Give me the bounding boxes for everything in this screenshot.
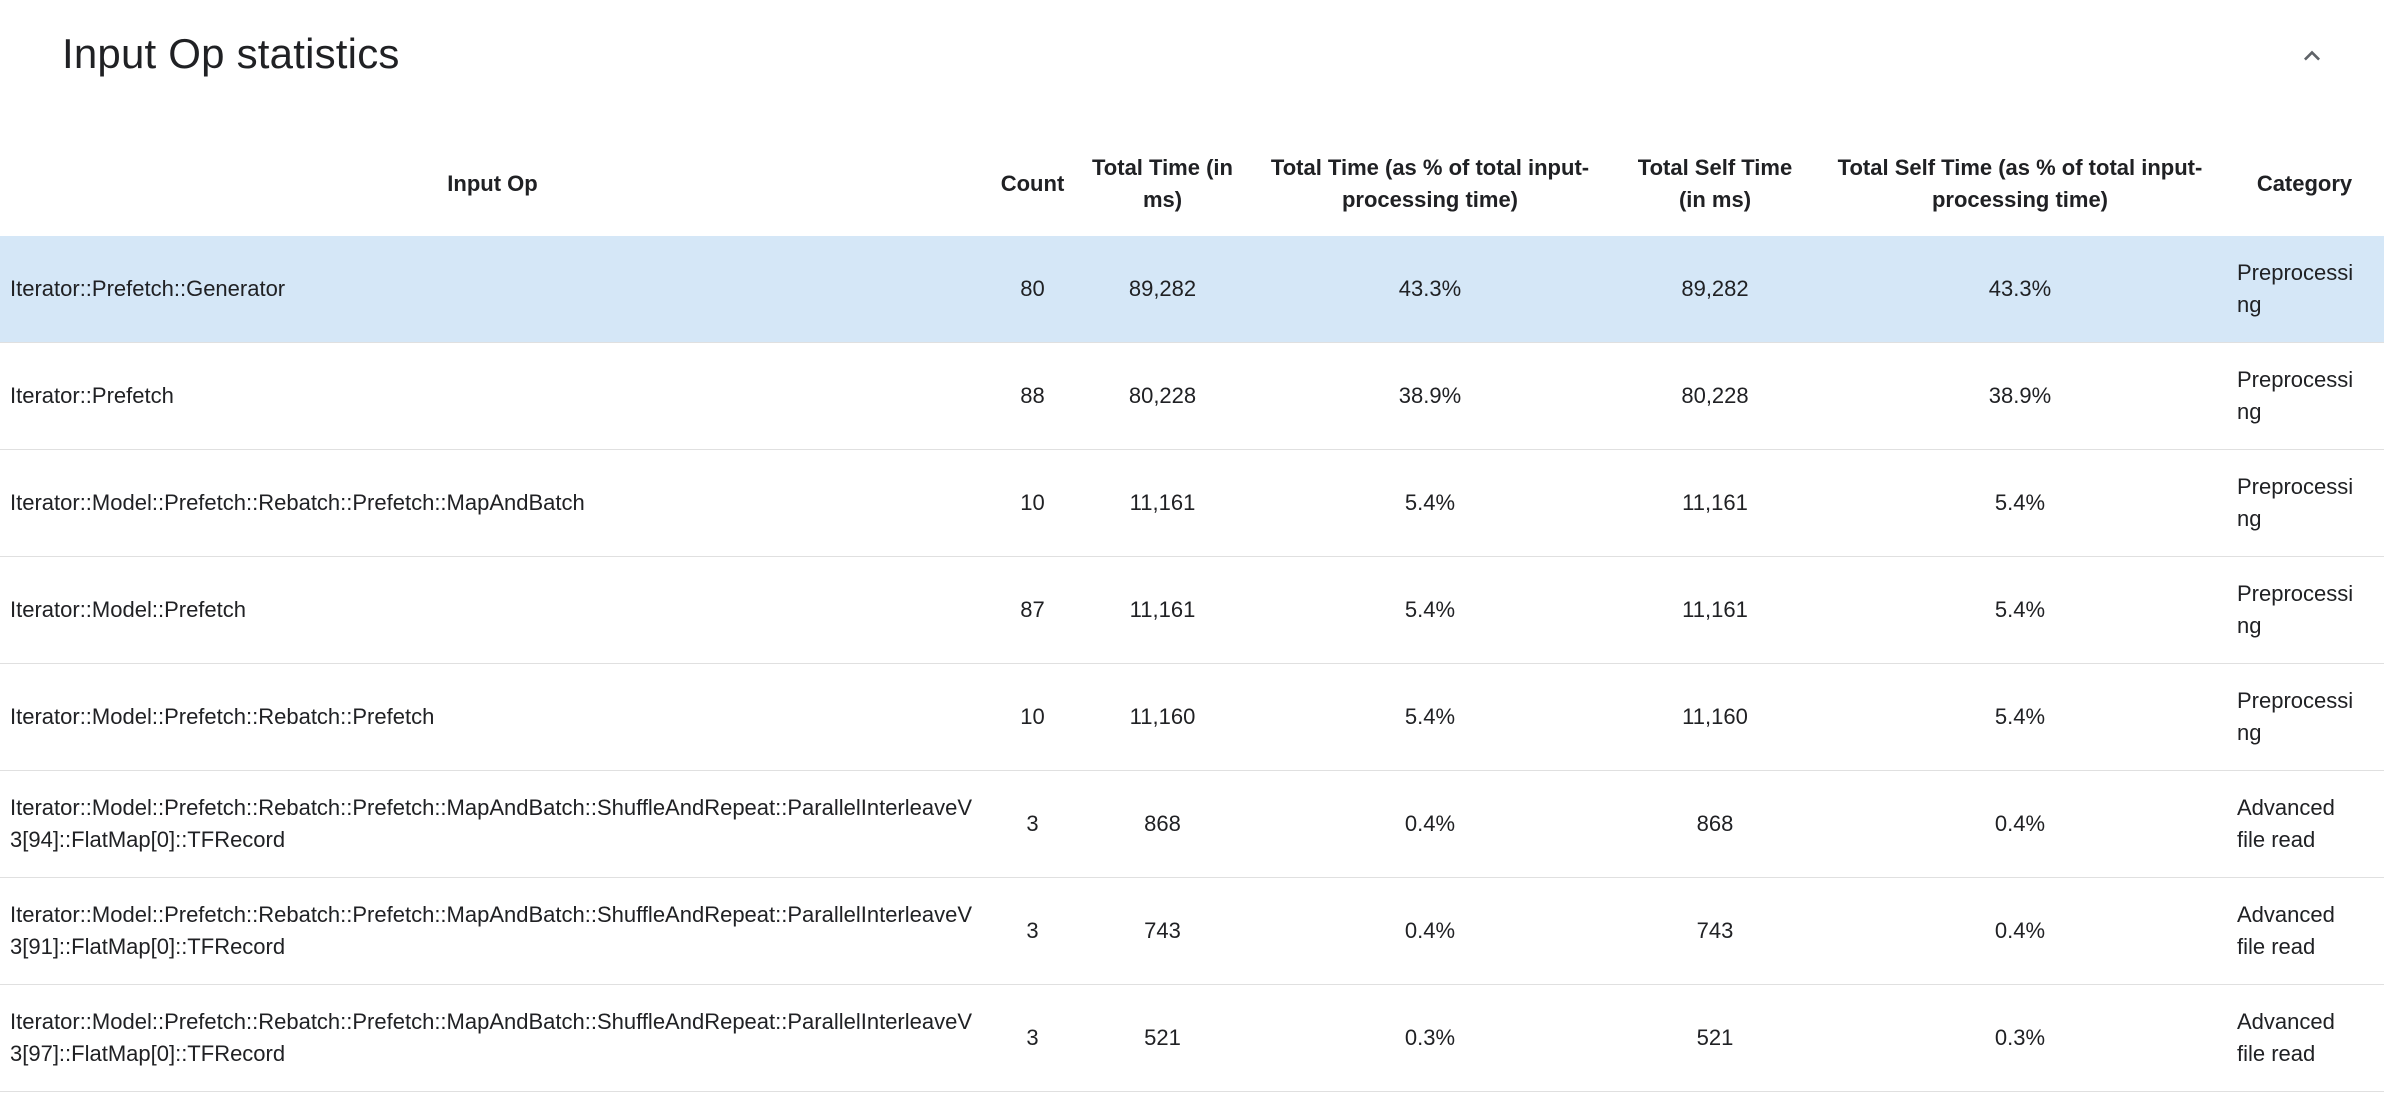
chevron-up-icon bbox=[2296, 40, 2328, 72]
cell-total-self-time: 11,161 bbox=[1682, 597, 1748, 622]
cell-input-op: Iterator::Model::Prefetch::Rebatch::Pref… bbox=[10, 902, 973, 959]
column-header[interactable]: Total Self Time (in ms) bbox=[1637, 155, 1793, 212]
cell-category: Advanced file read bbox=[2237, 902, 2335, 959]
cell-total-self-time-pct: 5.4% bbox=[1994, 490, 2046, 515]
cell-count: 10 bbox=[1020, 704, 1045, 729]
cell-total-time: 868 bbox=[1144, 811, 1181, 836]
cell-count: 88 bbox=[1020, 383, 1045, 408]
cell-total-self-time-pct: 38.9% bbox=[1988, 383, 2052, 408]
table-header-row: Input Op Count Total Time (in ms) Total Tim… bbox=[0, 132, 2384, 236]
cell-total-self-time-pct: 0.4% bbox=[1994, 811, 2046, 836]
cell-total-time-pct: 38.9% bbox=[1398, 383, 1462, 408]
cell-total-time-pct: 5.4% bbox=[1404, 704, 1456, 729]
cell-input-op: Iterator::Model::Prefetch bbox=[10, 597, 246, 622]
cell-total-time: 89,282 bbox=[1128, 276, 1197, 301]
cell-total-time-pct: 5.4% bbox=[1404, 490, 1456, 515]
cell-category: Preprocessing bbox=[2237, 581, 2354, 638]
cell-category: Preprocessing bbox=[2237, 688, 2354, 745]
cell-category: Preprocessing bbox=[2237, 367, 2354, 424]
cell-total-self-time: 868 bbox=[1696, 811, 1734, 836]
table-row[interactable]: Iterator::Prefetch 88 80,228 38.9% 80,22… bbox=[0, 342, 2384, 450]
cell-total-time: 521 bbox=[1144, 1025, 1181, 1050]
cell-total-self-time: 11,161 bbox=[1682, 490, 1748, 515]
input-op-statistics-table: Input Op Count Total Time (in ms) Total Tim… bbox=[0, 132, 2384, 1092]
cell-total-time-pct: 0.4% bbox=[1404, 811, 1456, 836]
column-header[interactable]: Input Op bbox=[447, 171, 538, 196]
collapse-section-button[interactable] bbox=[2290, 34, 2334, 78]
column-header[interactable]: Count bbox=[1000, 171, 1065, 196]
table-row[interactable]: Iterator::Model::Prefetch::Rebatch::Pref… bbox=[0, 770, 2384, 878]
cell-category: Advanced file read bbox=[2237, 795, 2335, 852]
cell-total-self-time: 743 bbox=[1696, 918, 1734, 943]
cell-total-self-time: 521 bbox=[1696, 1025, 1734, 1050]
cell-total-self-time-pct: 0.4% bbox=[1994, 918, 2046, 943]
cell-category: Preprocessing bbox=[2237, 474, 2354, 531]
table-header: Input Op Count Total Time (in ms) Total Tim… bbox=[0, 132, 2384, 236]
cell-count: 10 bbox=[1020, 490, 1045, 515]
cell-total-time-pct: 5.4% bbox=[1404, 597, 1456, 622]
cell-input-op: Iterator::Model::Prefetch::Rebatch::Pref… bbox=[10, 490, 585, 515]
cell-total-time-pct: 0.4% bbox=[1404, 918, 1456, 943]
table-body: Iterator::Prefetch::Generator 80 89,282 … bbox=[0, 236, 2384, 1092]
panel-header: Input Op statistics bbox=[0, 0, 2384, 132]
cell-count: 3 bbox=[1026, 1025, 1039, 1050]
cell-total-time: 11,160 bbox=[1129, 704, 1196, 729]
table-row[interactable]: Iterator::Model::Prefetch::Rebatch::Pref… bbox=[0, 877, 2384, 985]
cell-total-time-pct: 0.3% bbox=[1404, 1025, 1456, 1050]
cell-total-self-time-pct: 0.3% bbox=[1994, 1025, 2046, 1050]
cell-category: Preprocessing bbox=[2237, 260, 2354, 317]
cell-total-time-pct: 43.3% bbox=[1398, 276, 1462, 301]
cell-input-op: Iterator::Prefetch::Generator bbox=[10, 276, 286, 301]
cell-input-op: Iterator::Model::Prefetch::Rebatch::Pref… bbox=[10, 704, 435, 729]
cell-category: Advanced file read bbox=[2237, 1009, 2335, 1066]
table-row[interactable]: Iterator::Prefetch::Generator 80 89,282 … bbox=[0, 236, 2384, 343]
table-row[interactable]: Iterator::Model::Prefetch::Rebatch::Pref… bbox=[0, 663, 2384, 771]
cell-total-time: 80,228 bbox=[1128, 383, 1197, 408]
cell-total-time: 11,161 bbox=[1129, 490, 1196, 515]
cell-total-time: 743 bbox=[1144, 918, 1181, 943]
cell-total-self-time-pct: 5.4% bbox=[1994, 597, 2046, 622]
cell-input-op: Iterator::Model::Prefetch::Rebatch::Pref… bbox=[10, 795, 973, 852]
cell-total-self-time-pct: 43.3% bbox=[1988, 276, 2052, 301]
cell-count: 80 bbox=[1020, 276, 1045, 301]
table-row[interactable]: Iterator::Model::Prefetch 87 11,161 5.4%… bbox=[0, 556, 2384, 664]
cell-total-self-time-pct: 5.4% bbox=[1994, 704, 2046, 729]
cell-count: 3 bbox=[1026, 918, 1039, 943]
cell-count: 87 bbox=[1020, 597, 1045, 622]
cell-total-self-time: 11,160 bbox=[1682, 704, 1748, 729]
cell-total-self-time: 89,282 bbox=[1681, 276, 1749, 301]
column-header[interactable]: Total Time (in ms) bbox=[1092, 155, 1233, 212]
column-header[interactable]: Category bbox=[2256, 171, 2353, 196]
table-row[interactable]: Iterator::Model::Prefetch::Rebatch::Pref… bbox=[0, 449, 2384, 557]
cell-input-op: Iterator::Prefetch bbox=[10, 383, 174, 408]
cell-count: 3 bbox=[1026, 811, 1039, 836]
cell-total-self-time: 80,228 bbox=[1681, 383, 1749, 408]
section-title: Input Op statistics bbox=[62, 30, 400, 77]
column-header[interactable]: Total Self Time (as % of total input-pro… bbox=[1837, 155, 2203, 212]
cell-total-time: 11,161 bbox=[1129, 597, 1196, 622]
cell-input-op: Iterator::Model::Prefetch::Rebatch::Pref… bbox=[10, 1009, 973, 1066]
column-header[interactable]: Total Time (as % of total input-processi… bbox=[1270, 155, 1590, 212]
table-row[interactable]: Iterator::Model::Prefetch::Rebatch::Pref… bbox=[0, 984, 2384, 1092]
